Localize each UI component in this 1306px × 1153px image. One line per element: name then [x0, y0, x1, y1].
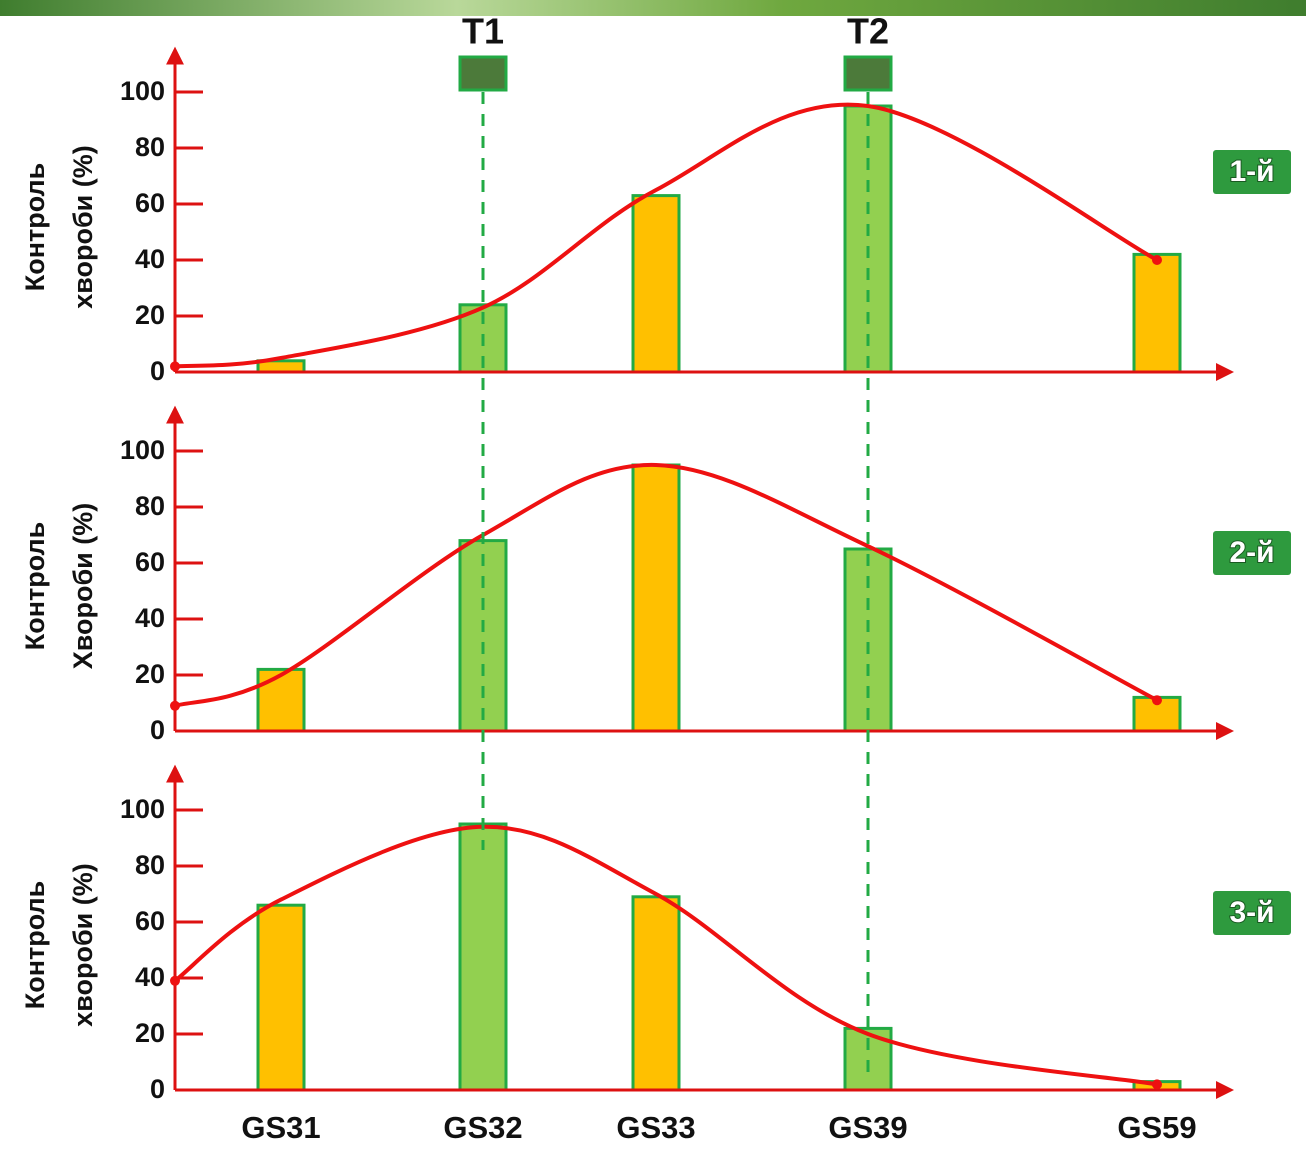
y-tick-label: 20 — [135, 300, 165, 330]
x-tick-label: GS31 — [241, 1110, 320, 1145]
y-tick-label: 60 — [135, 547, 165, 577]
curve-end — [1152, 695, 1162, 705]
y-axis-label: Контроль хвороби (%) — [20, 145, 98, 309]
y-tick-label: 0 — [150, 356, 165, 386]
y-axis-label-line: хвороби (%) — [68, 863, 98, 1027]
x-tick-label: GS39 — [828, 1110, 907, 1145]
panel-badge-label: 2-й — [1229, 536, 1274, 569]
bar — [1134, 254, 1180, 372]
bar — [633, 196, 679, 372]
treatment-marker — [845, 57, 891, 90]
y-axis-label: Контроль хвороби (%) — [20, 863, 98, 1027]
bar — [258, 905, 304, 1090]
curve-end — [170, 976, 180, 986]
curve-end — [170, 361, 180, 371]
bar — [258, 669, 304, 731]
x-tick-label: GS32 — [443, 1110, 522, 1145]
y-axis-label-line: Хвороби (%) — [68, 503, 98, 670]
bar — [460, 541, 506, 731]
x-tick-label: GS33 — [616, 1110, 695, 1145]
y-tick-label: 100 — [120, 76, 165, 106]
bar — [460, 824, 506, 1090]
y-tick-label: 80 — [135, 132, 165, 162]
panel-badge-label: 1-й — [1229, 155, 1274, 188]
y-tick-label: 80 — [135, 491, 165, 521]
y-tick-label: 40 — [135, 962, 165, 992]
curve-end — [1152, 1079, 1162, 1089]
panel-badge-label: 3-й — [1229, 896, 1274, 929]
y-axis-label: Контроль Хвороби (%) — [20, 503, 98, 670]
treatment-marker — [460, 57, 506, 90]
y-tick-label: 20 — [135, 1018, 165, 1048]
chart: 0 20 40 60 80 100 Контроль хвороби (%) 1-й T1 T2 0 2… — [0, 0, 1306, 1153]
y-axis-label-line: Контроль — [20, 881, 50, 1010]
y-axis-label-line: Контроль — [20, 163, 50, 292]
curve-end — [170, 701, 180, 711]
treatment-label: T1 — [462, 11, 504, 52]
bar — [633, 897, 679, 1090]
curve-end — [1152, 255, 1162, 265]
y-tick-label: 40 — [135, 244, 165, 274]
y-tick-label: 60 — [135, 188, 165, 218]
y-tick-label: 60 — [135, 906, 165, 936]
treatment-label: T2 — [847, 11, 889, 52]
bar — [633, 465, 679, 731]
y-tick-label: 100 — [120, 435, 165, 465]
y-tick-label: 0 — [150, 715, 165, 745]
y-tick-label: 20 — [135, 659, 165, 689]
y-tick-label: 80 — [135, 850, 165, 880]
y-tick-label: 0 — [150, 1074, 165, 1104]
y-axis-label-line: Контроль — [20, 522, 50, 651]
header-band — [0, 0, 1306, 16]
y-tick-label: 40 — [135, 603, 165, 633]
x-tick-label: GS59 — [1117, 1110, 1196, 1145]
y-tick-label: 100 — [120, 794, 165, 824]
y-axis-label-line: хвороби (%) — [68, 145, 98, 309]
